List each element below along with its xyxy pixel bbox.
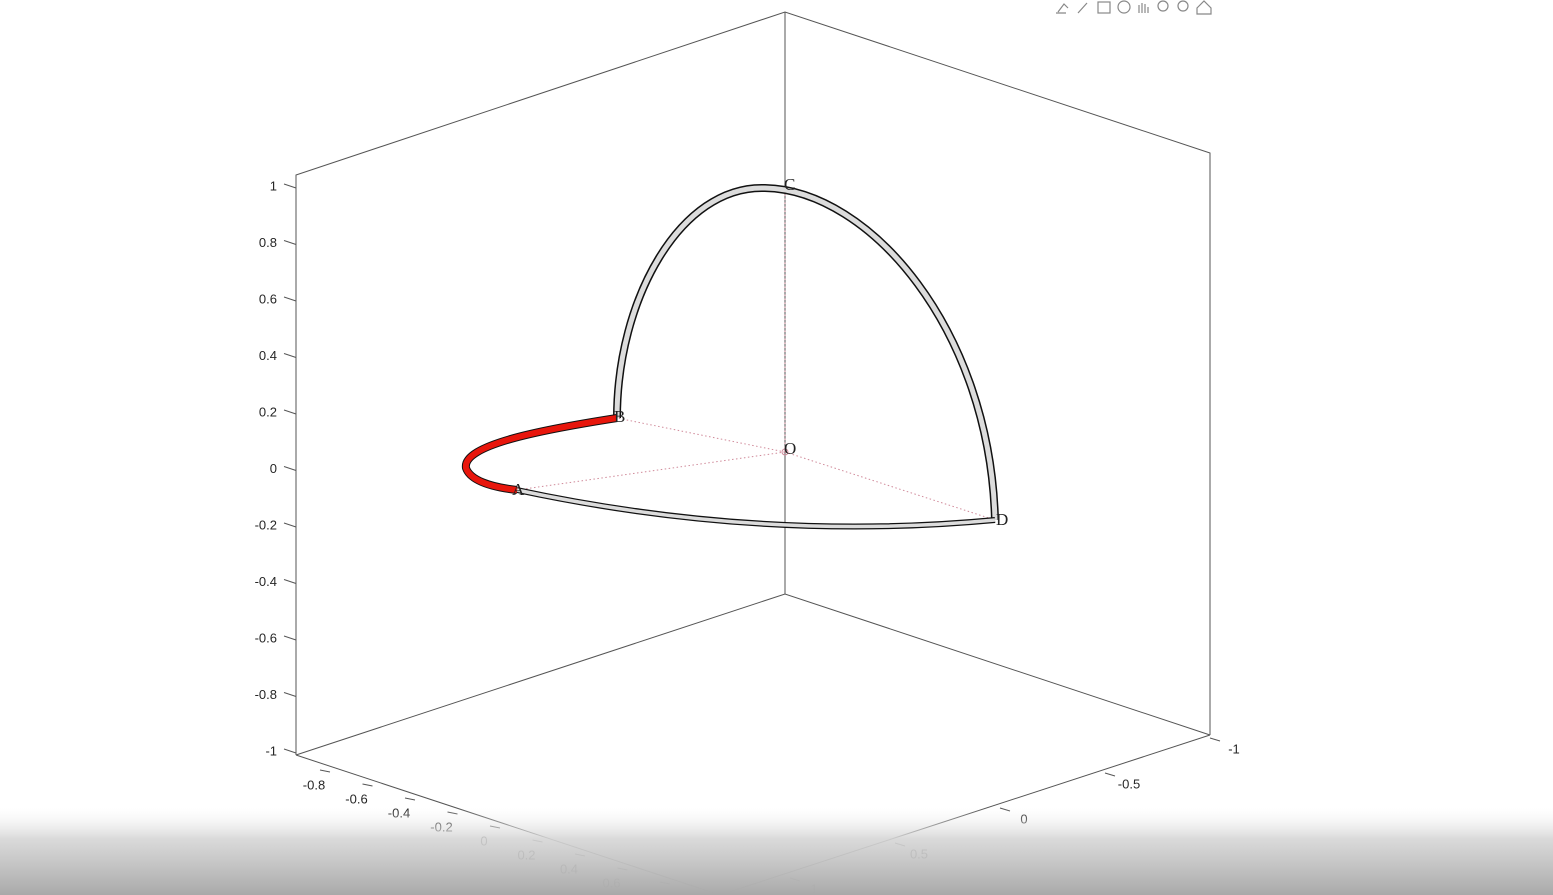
- y-tick: [1104, 772, 1116, 777]
- toolbar-icon[interactable]: [1138, 3, 1149, 13]
- z-tick: [283, 466, 297, 471]
- axes-box: [295, 11, 1211, 895]
- z-tick-label: 0.2: [259, 404, 277, 419]
- y-tick-label: -1: [1228, 741, 1240, 756]
- z-tick: [283, 183, 297, 189]
- z-tick-label: -0.8: [255, 687, 277, 702]
- toolbar-icon[interactable]: [1177, 0, 1189, 12]
- toolbar-icon[interactable]: [1097, 1, 1111, 14]
- z-tick-label: -0.4: [255, 574, 277, 589]
- z-tick: [283, 296, 297, 302]
- z-tick-label: 0.4: [259, 348, 277, 363]
- toolbar-icon[interactable]: [1056, 3, 1069, 14]
- y-tick-label: -0.5: [1118, 776, 1140, 791]
- guide-lines: [516, 190, 996, 521]
- z-tick: [283, 353, 297, 358]
- x-tick-label: -0.8: [303, 777, 325, 792]
- z-tick: [283, 748, 297, 754]
- x-tick: [362, 783, 373, 787]
- z-tick-label: 0.8: [259, 235, 277, 250]
- z-tick: [283, 409, 297, 415]
- tick-group: 1 0.8 0.6 0.4 0.2 0 -0.2 -0.4 -0.6 -0.8 -1 -0.8 -0.6…: [255, 178, 1240, 895]
- z-tick-label: 1: [270, 178, 277, 193]
- toolbar-icon[interactable]: [1117, 0, 1131, 14]
- toolbar-icon[interactable]: [1157, 0, 1169, 12]
- toolbar: [1056, 0, 1212, 15]
- z-tick: [283, 240, 297, 245]
- point-label: O: [784, 439, 796, 458]
- z-tick: [283, 579, 297, 584]
- point-label: D: [996, 510, 1008, 529]
- x-tick: [319, 769, 331, 773]
- z-tick: [283, 635, 297, 641]
- toolbar-icon[interactable]: [1196, 0, 1212, 15]
- z-tick: [283, 692, 297, 697]
- z-tick-label: -1: [265, 743, 277, 758]
- taskbar-fade: [0, 808, 1553, 895]
- x-tick: [404, 797, 416, 801]
- toolbar-icon[interactable]: [1077, 2, 1088, 14]
- z-tick-label: 0: [270, 461, 277, 476]
- point-label: B: [614, 407, 625, 426]
- point-label: A: [512, 480, 525, 499]
- x-tick-label: -0.6: [345, 791, 367, 806]
- z-tick-label: -0.2: [255, 517, 277, 532]
- point-label: C: [784, 175, 795, 194]
- arcs: [462, 183, 999, 530]
- z-tick: [283, 522, 297, 528]
- z-tick-label: -0.6: [255, 630, 277, 645]
- y-tick: [1209, 737, 1221, 742]
- z-tick-label: 0.6: [259, 291, 277, 306]
